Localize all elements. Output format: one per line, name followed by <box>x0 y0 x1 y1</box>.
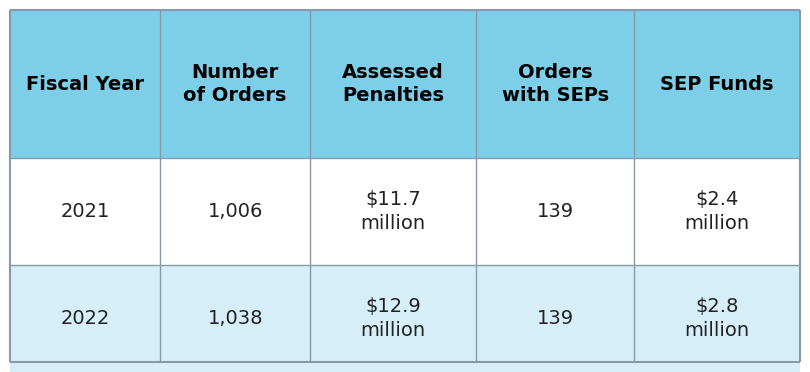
Text: Assessed
Penalties: Assessed Penalties <box>342 63 444 105</box>
Text: $12.9
million: $12.9 million <box>360 297 426 340</box>
Text: $2.4
million: $2.4 million <box>684 190 749 233</box>
Bar <box>160 10 310 158</box>
Bar <box>634 10 800 158</box>
Bar <box>310 158 476 265</box>
Bar <box>476 10 634 158</box>
Bar <box>160 158 310 265</box>
Bar <box>310 265 476 372</box>
Text: SEP Funds: SEP Funds <box>660 74 774 93</box>
Bar <box>10 10 160 158</box>
Text: $11.7
million: $11.7 million <box>360 190 426 233</box>
Text: Orders
with SEPs: Orders with SEPs <box>501 63 608 105</box>
Bar <box>634 158 800 265</box>
Text: Fiscal Year: Fiscal Year <box>26 74 144 93</box>
Text: Number
of Orders: Number of Orders <box>183 63 287 105</box>
Text: 2022: 2022 <box>61 309 109 328</box>
Bar <box>10 265 160 372</box>
Text: 1,038: 1,038 <box>207 309 263 328</box>
Text: 139: 139 <box>536 202 573 221</box>
Bar <box>10 158 160 265</box>
Text: 1,006: 1,006 <box>207 202 262 221</box>
Text: $2.8
million: $2.8 million <box>684 297 749 340</box>
Text: 139: 139 <box>536 309 573 328</box>
Bar <box>476 265 634 372</box>
Bar <box>476 158 634 265</box>
Bar <box>634 265 800 372</box>
Bar <box>160 265 310 372</box>
Bar <box>310 10 476 158</box>
Text: 2021: 2021 <box>61 202 109 221</box>
